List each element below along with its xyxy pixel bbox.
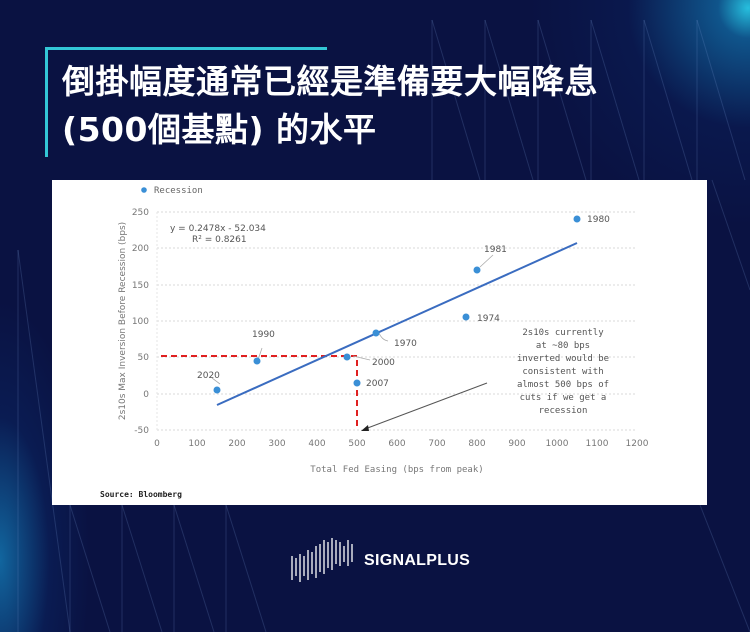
svg-text:1000: 1000 <box>546 439 569 449</box>
svg-text:1980: 1980 <box>587 215 610 225</box>
point-2007 <box>353 379 361 387</box>
point-1970 <box>372 329 380 337</box>
point-1980 <box>573 215 581 223</box>
svg-text:2020: 2020 <box>197 371 220 381</box>
svg-text:200: 200 <box>132 244 149 254</box>
svg-text:1970: 1970 <box>394 339 417 349</box>
svg-text:2000: 2000 <box>372 358 395 368</box>
svg-text:400: 400 <box>308 439 325 449</box>
svg-text:0: 0 <box>154 439 160 449</box>
waveform-logo-icon <box>291 538 353 582</box>
x-tick-labels: 0 100 200 300 400 500 600 700 800 900 10… <box>154 439 649 449</box>
gridlines <box>157 211 637 431</box>
legend-label: Recession <box>154 186 203 196</box>
point-2020 <box>213 386 221 394</box>
svg-text:2007: 2007 <box>366 379 389 389</box>
y-axis-title: 2s10s Max Inversion Before Recession (bp… <box>118 222 128 420</box>
svg-text:consistent with: consistent with <box>522 367 603 377</box>
point-labels: 2020 1990 2000 2007 1970 1974 1981 1980 <box>197 215 610 389</box>
point-1974 <box>462 313 470 321</box>
trendline-equation: y = 0.2478x - 52.034 <box>170 224 266 234</box>
data-points <box>213 215 581 394</box>
svg-text:800: 800 <box>468 439 485 449</box>
svg-text:1100: 1100 <box>586 439 609 449</box>
svg-text:500: 500 <box>348 439 365 449</box>
svg-text:-50: -50 <box>134 426 149 436</box>
arrowhead-icon <box>361 425 369 431</box>
svg-text:900: 900 <box>508 439 525 449</box>
annotation-text: 2s10s currently at ~80 bps inverted woul… <box>517 328 609 416</box>
svg-text:almost 500 bps of: almost 500 bps of <box>517 380 609 390</box>
y-tick-labels: 250 200 150 100 50 0 -50 <box>132 208 149 436</box>
point-1990 <box>253 357 261 365</box>
svg-text:700: 700 <box>428 439 445 449</box>
title-line-1: 倒掛幅度通常已經是準備要大幅降息 <box>62 62 598 101</box>
svg-text:300: 300 <box>268 439 285 449</box>
svg-text:1990: 1990 <box>252 330 275 340</box>
svg-text:600: 600 <box>388 439 405 449</box>
svg-text:1200: 1200 <box>626 439 649 449</box>
brand-name: SIGNALPLUS <box>364 552 471 569</box>
svg-text:100: 100 <box>132 317 149 327</box>
svg-text:2s10s currently: 2s10s currently <box>522 328 604 338</box>
svg-text:50: 50 <box>138 353 150 363</box>
svg-text:0: 0 <box>143 390 149 400</box>
chart-card: Recession 250 200 150 100 50 0 -50 0 100… <box>52 180 707 505</box>
svg-text:200: 200 <box>228 439 245 449</box>
legend-marker-icon <box>141 187 147 193</box>
svg-text:at ~80 bps: at ~80 bps <box>536 341 590 351</box>
svg-text:recession: recession <box>539 406 588 416</box>
title-line-2: (500個基點) 的水平 <box>62 110 377 149</box>
page-title: 倒掛幅度通常已經是準備要大幅降息 (500個基點) 的水平 <box>62 58 732 154</box>
scatter-chart: Recession 250 200 150 100 50 0 -50 0 100… <box>118 186 649 475</box>
reference-guides <box>161 355 358 430</box>
trendline <box>216 242 578 406</box>
x-axis-title: Total Fed Easing (bps from peak) <box>310 465 483 475</box>
svg-text:cuts if we get a: cuts if we get a <box>520 393 607 403</box>
svg-text:100: 100 <box>188 439 205 449</box>
svg-text:inverted would be: inverted would be <box>517 354 609 364</box>
svg-text:150: 150 <box>132 281 149 291</box>
svg-text:250: 250 <box>132 208 149 218</box>
svg-text:1981: 1981 <box>484 245 507 255</box>
svg-text:1974: 1974 <box>477 314 500 324</box>
point-1981 <box>473 266 481 274</box>
title-accent-bar-left <box>45 47 48 157</box>
title-accent-bar-top <box>45 47 327 50</box>
annotation-arrow <box>364 382 488 430</box>
point-2000 <box>343 353 351 361</box>
r-squared: R² = 0.8261 <box>192 235 247 245</box>
source-note: Source: Bloomberg <box>100 490 182 499</box>
label-leaders <box>211 254 494 385</box>
signalplus-logo: SIGNALPLUS <box>290 536 470 586</box>
